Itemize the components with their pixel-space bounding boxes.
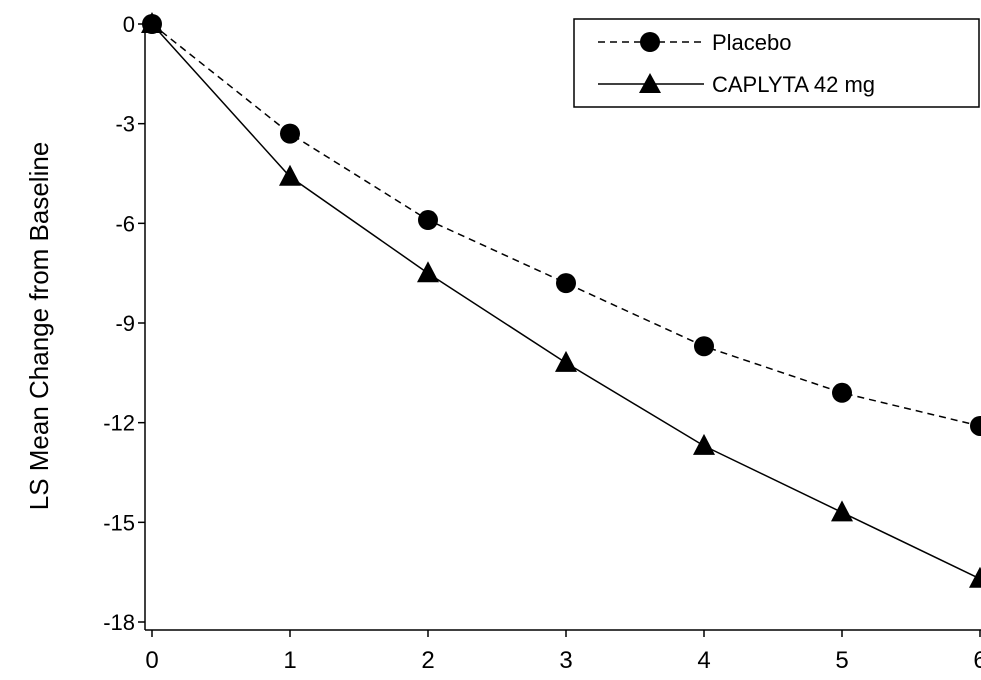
y-tick-label: -15	[103, 510, 135, 535]
x-tick-label: 5	[835, 647, 848, 674]
x-tick-label: 4	[697, 647, 710, 674]
point-caplyta-42-mg	[555, 350, 577, 372]
point-caplyta-42-mg	[831, 500, 853, 522]
series-layer	[141, 12, 981, 588]
y-tick-label: -3	[115, 112, 135, 137]
legend-caplyta-marker	[639, 73, 661, 93]
x-tick-label: 6	[973, 647, 981, 674]
axes: 0 -3 -6 -9 -12 -15 -18 0 1 2 3 4 5 6	[103, 12, 981, 674]
legend: Placebo CAPLYTA 42 mg	[573, 18, 980, 108]
point-caplyta-42-mg	[279, 164, 301, 186]
point-caplyta-42-mg	[969, 566, 981, 588]
x-tick-label: 2	[421, 647, 434, 674]
point-caplyta-42-mg	[141, 12, 163, 33]
y-tick-label: -12	[103, 411, 135, 436]
y-tick-label: -6	[115, 211, 135, 236]
y-tick-label: -9	[115, 311, 135, 336]
y-tick-label: -18	[103, 610, 135, 635]
point-placebo	[694, 336, 714, 357]
point-placebo	[280, 123, 300, 144]
legend-placebo-label: Placebo	[712, 30, 792, 55]
legend-caplyta-label: CAPLYTA 42 mg	[712, 72, 875, 97]
x-tick-label: 0	[145, 647, 158, 674]
y-tick-label: 0	[123, 12, 135, 37]
point-placebo	[970, 415, 981, 436]
point-caplyta-42-mg	[417, 261, 439, 283]
point-placebo	[832, 382, 852, 403]
point-placebo	[556, 273, 576, 294]
point-placebo	[418, 210, 438, 231]
y-axis-label: LS Mean Change from Baseline	[24, 142, 54, 511]
x-tick-label: 1	[283, 647, 296, 674]
x-tick-label: 3	[559, 647, 572, 674]
legend-placebo-marker	[640, 32, 660, 52]
point-caplyta-42-mg	[693, 433, 715, 455]
